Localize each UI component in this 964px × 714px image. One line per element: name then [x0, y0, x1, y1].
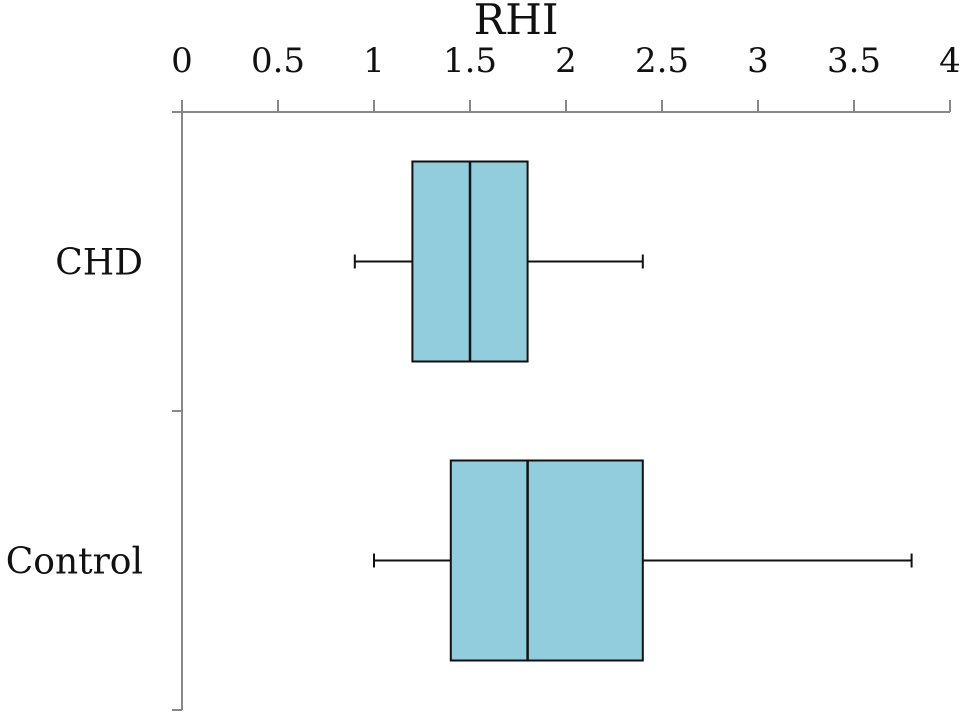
x-tick-label: 3 — [747, 41, 769, 81]
x-tick-label: 0 — [171, 41, 193, 81]
iqr-box — [449, 459, 644, 662]
x-tick-label: 2 — [555, 41, 577, 81]
box-group-chd — [353, 160, 644, 363]
axes — [172, 100, 951, 711]
labels: RHI 0 0.5 1 1.5 2 2.5 3 3.5 4 CHD Control — [6, 0, 961, 583]
category-label-control: Control — [6, 542, 143, 583]
x-tick-label: 1 — [363, 41, 385, 81]
x-tick-label: 3.5 — [827, 41, 881, 81]
x-tick-label: 0.5 — [251, 41, 305, 81]
x-tick-label: 2.5 — [635, 41, 689, 81]
x-tick-label: 4 — [939, 41, 961, 81]
boxes — [353, 160, 913, 662]
x-tick-label: 1.5 — [443, 41, 497, 81]
box-group-control — [373, 459, 913, 662]
category-label-chd: CHD — [55, 243, 143, 284]
x-axis-title: RHI — [474, 0, 559, 44]
